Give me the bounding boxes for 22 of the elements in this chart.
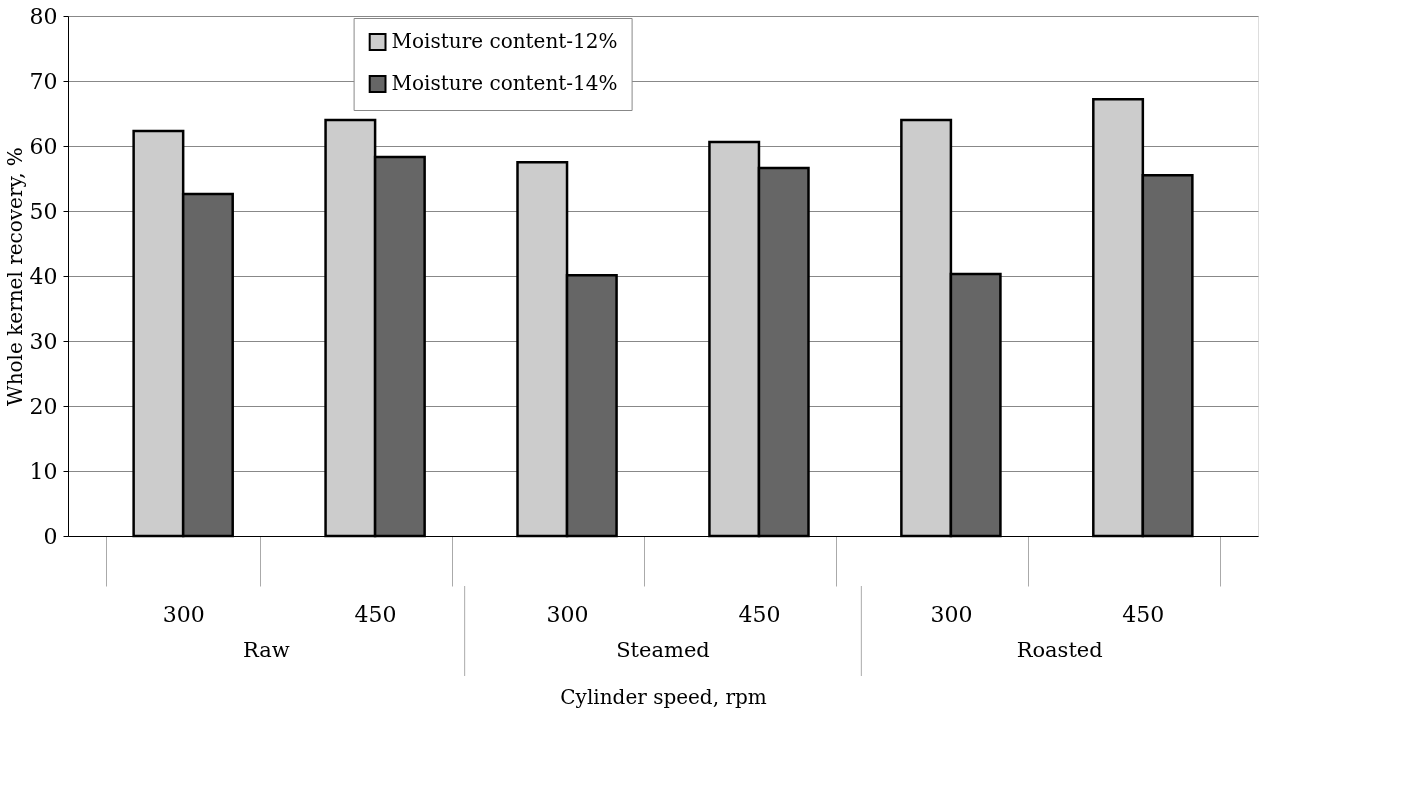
- y-tick-label: 50: [29, 198, 58, 224]
- x-tick-label: 300: [546, 601, 589, 627]
- x-tick-label: 300: [162, 601, 205, 627]
- text: Raw: [242, 638, 290, 662]
- text: Steamed: [616, 638, 710, 662]
- legend-label: Moisture content-14%: [391, 71, 618, 95]
- x-tick-label: 450: [354, 601, 397, 627]
- y-tick-label: 20: [29, 393, 58, 419]
- y-tick-label: 70: [29, 68, 58, 94]
- y-tick-label: 60: [29, 133, 58, 159]
- x-tick-label: 450: [1122, 601, 1165, 627]
- x-tick-label: 300: [930, 601, 973, 627]
- y-axis-title: Whole kernel recovery, %: [2, 147, 27, 406]
- y-tick-label: 10: [29, 458, 58, 484]
- y-tick-label: 40: [29, 263, 58, 289]
- y-tick-label: 80: [29, 3, 58, 29]
- y-tick-label: 0: [43, 523, 58, 549]
- x-tick-label: 450: [738, 601, 781, 627]
- legend-label: Moisture content-12%: [391, 29, 618, 53]
- y-tick-label: 30: [29, 328, 58, 354]
- x-axis-title: Cylinder speed, rpm: [560, 684, 767, 709]
- text: Roasted: [1016, 638, 1103, 662]
